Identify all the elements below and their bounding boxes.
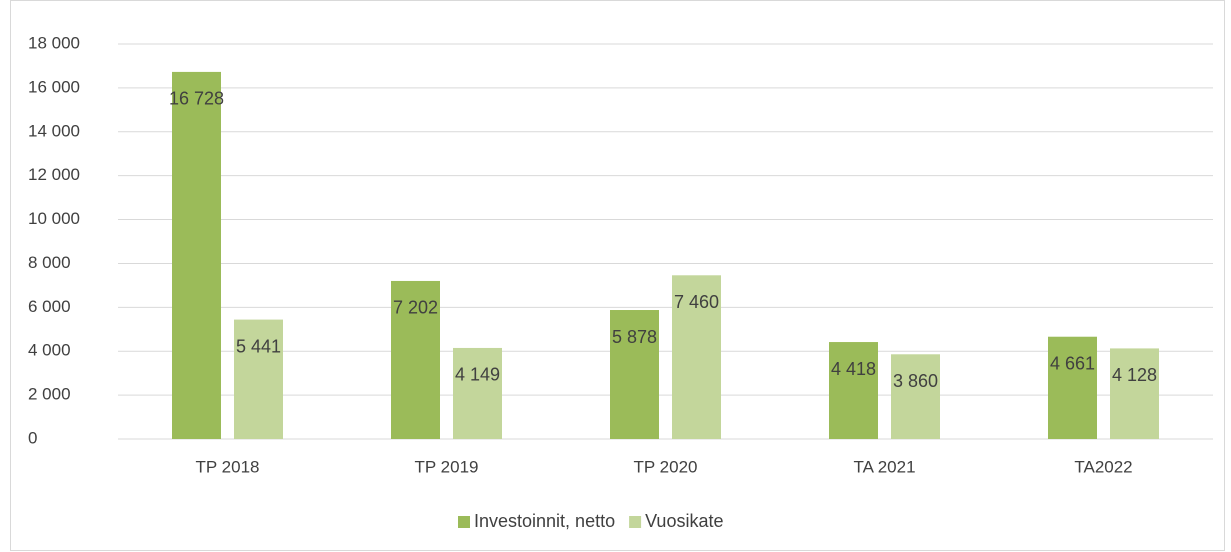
data-label: 3 860 (893, 371, 938, 391)
y-tick-label: 8 000 (28, 253, 71, 272)
x-tick-label: TP 2020 (634, 457, 698, 476)
bar (1110, 348, 1159, 439)
data-label: 4 418 (831, 359, 876, 379)
bar (829, 342, 878, 439)
bar (891, 354, 940, 439)
data-label: 4 661 (1050, 353, 1095, 373)
x-tick-label: TP 2018 (196, 457, 260, 476)
legend-swatch (458, 516, 470, 528)
data-label: 5 878 (612, 327, 657, 347)
y-tick-label: 4 000 (28, 341, 71, 360)
y-tick-label: 6 000 (28, 297, 71, 316)
y-tick-label: 16 000 (28, 77, 80, 96)
y-tick-label: 14 000 (28, 121, 80, 140)
data-label: 5 441 (236, 336, 281, 356)
bar (453, 347, 502, 439)
y-tick-label: 10 000 (28, 209, 80, 228)
y-tick-label: 18 000 (28, 33, 80, 52)
y-tick-label: 12 000 (28, 165, 80, 184)
x-tick-label: TA 2021 (853, 457, 915, 476)
bar (610, 310, 659, 439)
data-label: 16 728 (169, 89, 224, 109)
data-label: 4 149 (455, 365, 500, 385)
data-label: 7 460 (674, 292, 719, 312)
legend-label: Investoinnit, netto (474, 511, 615, 531)
bar (391, 280, 440, 439)
y-tick-label: 2 000 (28, 385, 71, 404)
bar (1048, 336, 1097, 439)
legend-label: Vuosikate (645, 511, 723, 531)
bar (672, 275, 721, 439)
bar (172, 71, 221, 439)
x-tick-label: TA2022 (1074, 457, 1132, 476)
bar (234, 319, 283, 439)
legend-swatch (629, 516, 642, 528)
data-label: 7 202 (393, 298, 438, 318)
y-tick-label: 0 (28, 428, 37, 447)
x-tick-label: TP 2019 (415, 457, 479, 476)
data-label: 4 128 (1112, 365, 1157, 385)
